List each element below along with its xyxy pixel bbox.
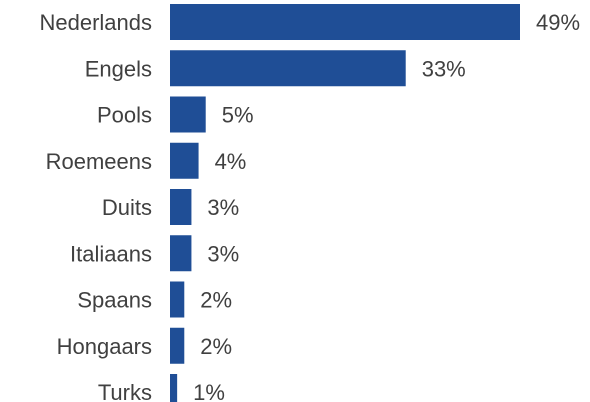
category-label: Roemeens <box>46 149 152 174</box>
value-label: 2% <box>200 334 232 359</box>
bar-italiaans <box>170 235 192 272</box>
bar-pools <box>170 96 206 133</box>
bar-duits <box>170 189 192 225</box>
value-label: 3% <box>207 241 239 266</box>
value-label: 2% <box>200 288 232 313</box>
category-label: Hongaars <box>57 334 152 359</box>
category-label: Nederlands <box>39 10 152 35</box>
category-label: Turks <box>98 380 152 402</box>
bar-spaans <box>170 281 185 318</box>
bar-roemeens <box>170 142 199 179</box>
category-label: Pools <box>97 103 152 128</box>
category-label: Italiaans <box>70 241 152 266</box>
value-label: 4% <box>215 149 247 174</box>
category-label: Engels <box>85 56 152 81</box>
value-label: 3% <box>207 195 239 220</box>
bar-turks <box>170 374 178 402</box>
bar-engels <box>170 50 406 87</box>
value-label: 5% <box>222 103 254 128</box>
value-label: 33% <box>422 56 466 81</box>
value-label: 49% <box>536 10 580 35</box>
bar-nederlands <box>170 4 520 40</box>
bars-layer <box>170 4 520 402</box>
bar-hongaars <box>170 327 185 364</box>
labels-layer: Nederlands 49% Engels 33% Pools 5% Roemeens 4% D… <box>39 10 580 402</box>
category-label: Spaans <box>77 288 152 313</box>
value-label: 1% <box>193 380 225 402</box>
category-label: Duits <box>102 195 152 220</box>
